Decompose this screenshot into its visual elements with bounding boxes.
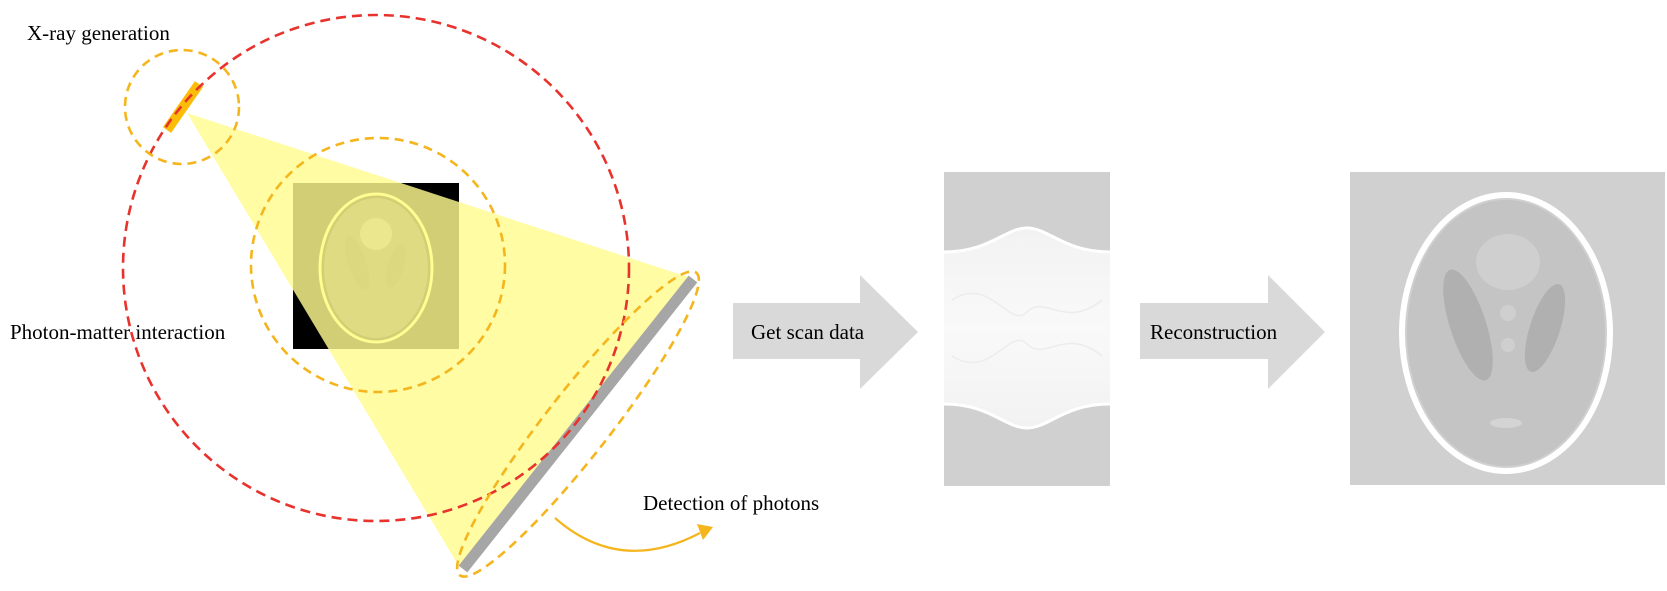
detection-highlight: [455, 270, 701, 578]
reconstruction-bottom-dots: [1490, 418, 1522, 428]
detection-of-photons-label: Detection of photons: [643, 491, 820, 515]
photon-matter-interaction-label: Photon-matter interaction: [10, 320, 226, 344]
detector-bar: [458, 275, 698, 573]
detection-arrow-head: [697, 524, 713, 540]
photon-matter-highlight: [249, 136, 507, 394]
xray-generation-label: X-ray generation: [27, 21, 170, 45]
xray-beam: [187, 113, 688, 568]
sinogram-panel: [944, 172, 1110, 486]
reconstruction-left-ventricle: [1443, 269, 1493, 381]
get-scan-data-label: Get scan data: [751, 320, 865, 344]
sinogram-upper-edge: [944, 226, 1110, 254]
reconstruction-label: Reconstruction: [1150, 320, 1278, 344]
ct-scanner-schematic: [121, 13, 713, 578]
reconstruction-panel: [1350, 172, 1665, 485]
reconstruction-small-lesion-b: [1501, 338, 1515, 352]
reconstruction-top-lesion: [1476, 234, 1540, 290]
reconstruction-right-ventricle: [1524, 284, 1566, 372]
reconstruction-small-lesion-a: [1500, 305, 1516, 321]
reconstruction-skull-ring: [1399, 192, 1613, 474]
detection-curved-arrow: [554, 517, 701, 552]
sinogram-lower-edge: [944, 402, 1110, 430]
xray-generation-highlight: [123, 48, 241, 166]
reconstruction-brain: [1407, 200, 1605, 466]
sinogram-inner-structure: [951, 292, 1103, 364]
gantry-orbit: [121, 13, 631, 523]
reconstruction-arrow: [1140, 275, 1325, 389]
xray-source: [162, 81, 204, 133]
get-scan-data-arrow: [733, 275, 918, 389]
sinogram-band: [944, 228, 1110, 428]
